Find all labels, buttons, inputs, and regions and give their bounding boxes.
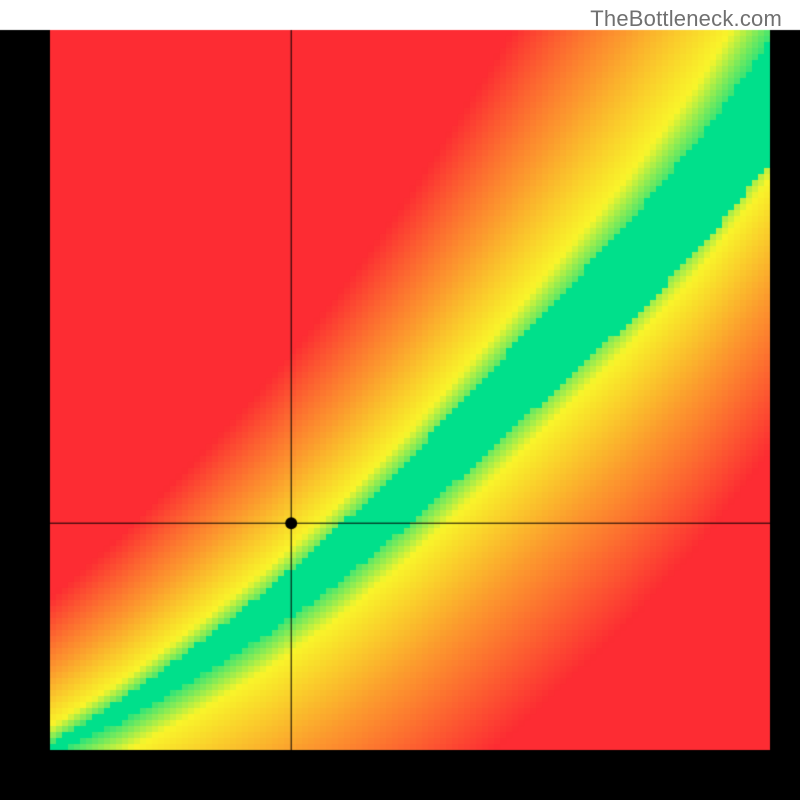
attribution-text: TheBottleneck.com [590, 6, 782, 32]
bottleneck-heatmap-canvas [0, 0, 800, 800]
chart-container: TheBottleneck.com [0, 0, 800, 800]
